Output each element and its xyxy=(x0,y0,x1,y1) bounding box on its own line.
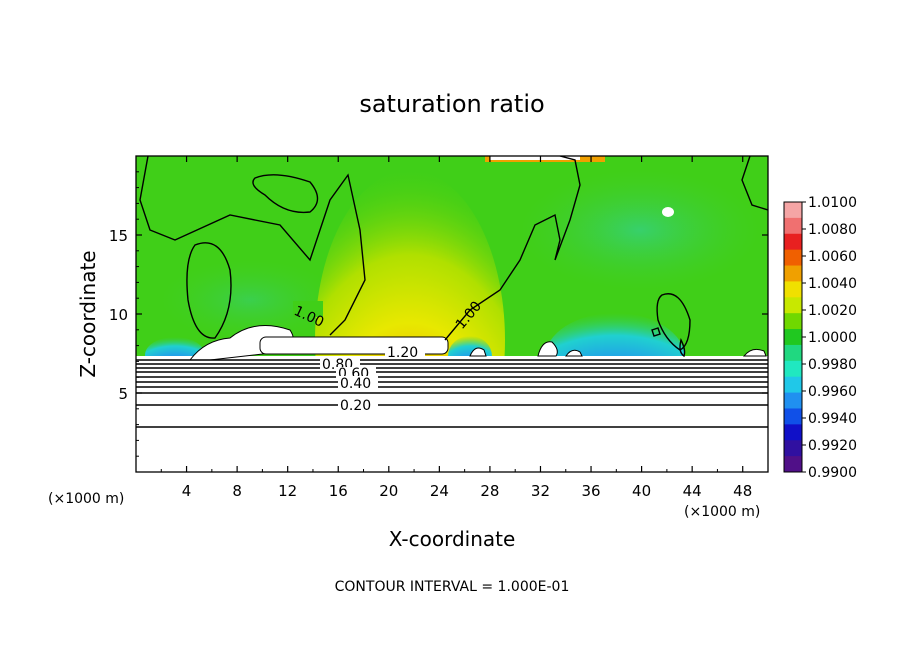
green-shade-patch xyxy=(520,170,760,290)
white-cloud-patch xyxy=(662,207,674,217)
x-axis: 4 8 12 16 20 24 28 32 36 40 44 48 xyxy=(160,156,752,500)
colorbar-swatch xyxy=(784,297,802,314)
contour-1.00-ring xyxy=(252,174,319,214)
x-tick-label: 36 xyxy=(581,482,600,500)
x-tick-label: 12 xyxy=(278,482,297,500)
y-axis: 5 10 15 xyxy=(109,171,768,457)
x-tick-label: 44 xyxy=(683,482,702,500)
colorbar-label: 0.9920 xyxy=(808,438,857,454)
colorbar-swatch xyxy=(784,281,802,298)
colorbar-swatch xyxy=(784,360,802,378)
x-axis-unit-right: (×1000 m) xyxy=(684,504,760,520)
x-tick-label: 40 xyxy=(632,482,651,500)
y-tick-label: 10 xyxy=(109,306,128,324)
colorbar-label: 1.0000 xyxy=(808,330,857,346)
x-tick-label: 8 xyxy=(232,482,242,500)
colorbar-swatch xyxy=(784,344,802,362)
x-tick-label: 24 xyxy=(430,482,449,500)
colorbar-swatch xyxy=(784,265,802,282)
contour-1.00-left xyxy=(139,156,366,336)
colorbar-swatch xyxy=(784,456,802,473)
colorbar-label: 1.0080 xyxy=(808,222,857,238)
colorbar-swatch xyxy=(784,408,802,425)
contour-1.00-sliver xyxy=(679,337,686,358)
x-axis-unit-left: (×1000 m) xyxy=(48,491,124,507)
x-axis-label: X-coordinate xyxy=(389,527,516,551)
x-tick-label: 16 xyxy=(329,482,348,500)
cloud-blob xyxy=(742,348,767,357)
contour-label: 0.20 xyxy=(340,398,371,414)
cloud-blob xyxy=(537,341,558,357)
top-white-strip xyxy=(490,156,580,160)
colorbar-swatch xyxy=(784,376,802,394)
colorbar-swatch xyxy=(784,392,802,409)
colorbar-label: 1.0060 xyxy=(808,249,857,265)
colorbar-swatch xyxy=(784,424,802,441)
colorbar-label: 1.0100 xyxy=(808,195,857,211)
contour-1.00-ring xyxy=(186,242,232,339)
colorbar-label: 0.9960 xyxy=(808,384,857,400)
contour-1.00-ring xyxy=(651,327,661,337)
contour-1.00-right-edge xyxy=(741,156,768,211)
x-tick-label: 20 xyxy=(379,482,398,500)
colorbar-swatch xyxy=(784,440,802,457)
x-tick-label: 48 xyxy=(733,482,752,500)
colorbar-label: 0.9980 xyxy=(808,357,857,373)
colorbar-label: 1.0040 xyxy=(808,276,857,292)
x-tick-label: 28 xyxy=(480,482,499,500)
colorbar-swatch xyxy=(784,202,802,219)
y-tick-label: 5 xyxy=(118,385,128,403)
colorbar: 1.0100 1.0080 1.0060 1.0040 1.0020 1.0000 0.99… xyxy=(783,195,857,481)
colorbar-swatch xyxy=(784,249,802,267)
contour-labels: 1.00 1.00 1.20 0.80 0.60 0.40 0.20 xyxy=(291,298,485,414)
contour-lines xyxy=(136,156,768,428)
cloud-blob xyxy=(469,347,487,357)
contour-label: 1.20 xyxy=(387,345,418,361)
contour-interval-note: CONTOUR INTERVAL = 1.000E-01 xyxy=(335,579,570,595)
stable-layer-band xyxy=(136,356,768,472)
y-axis-label: Z-coordinate xyxy=(76,250,100,377)
x-tick-label: 32 xyxy=(531,482,550,500)
colorbar-label: 0.9900 xyxy=(808,465,857,481)
colorbar-swatch xyxy=(784,329,802,346)
y-tick-label: 15 xyxy=(109,227,128,245)
colorbar-label: 0.9940 xyxy=(808,411,857,427)
chart-title: saturation ratio xyxy=(359,90,544,118)
colorbar-swatch xyxy=(784,233,802,251)
plot-area: 1.00 1.00 1.20 0.80 0.60 0.40 0.20 xyxy=(136,156,768,472)
contour-label: 0.40 xyxy=(340,376,371,392)
contour-1.00-right xyxy=(444,156,581,341)
colorbar-swatch xyxy=(784,217,802,235)
colorbar-label: 1.0020 xyxy=(808,303,857,319)
colorbar-swatch xyxy=(784,313,802,330)
green-shade-patch xyxy=(160,260,340,340)
x-tick-label: 4 xyxy=(182,482,192,500)
cloud-blob xyxy=(565,349,583,357)
